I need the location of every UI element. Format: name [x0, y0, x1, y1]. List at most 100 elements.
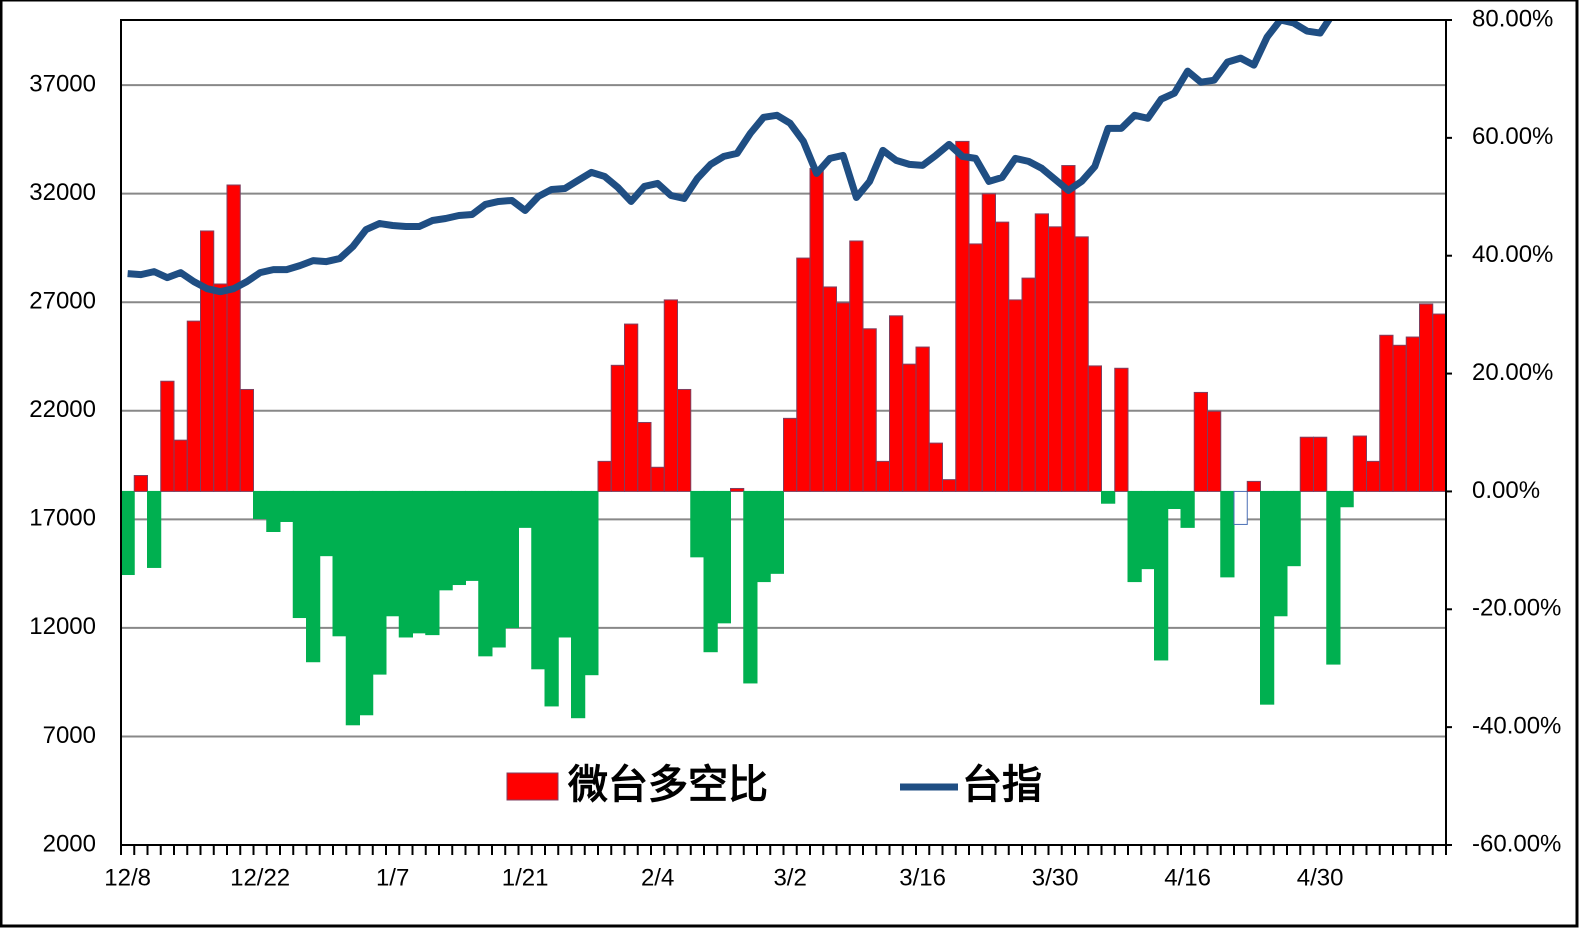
bar — [504, 490, 519, 629]
bar — [306, 490, 321, 663]
x-tick-label: 2/4 — [641, 864, 674, 891]
bar — [1432, 313, 1447, 492]
bar — [1114, 367, 1129, 492]
bar — [716, 490, 731, 624]
bar — [226, 184, 241, 492]
y2-tick-label: -60.00% — [1472, 830, 1561, 857]
legend-label: 微台多空比 — [567, 762, 768, 808]
y-tick-label: 32000 — [29, 179, 96, 206]
bar — [1127, 490, 1142, 583]
bar — [1021, 277, 1036, 492]
bar — [557, 490, 572, 638]
bar — [332, 490, 347, 637]
bar — [597, 460, 612, 492]
bar — [1419, 303, 1434, 492]
bar — [915, 346, 930, 492]
bar — [1061, 165, 1076, 492]
bar — [1326, 490, 1341, 665]
x-tick-label: 4/16 — [1164, 864, 1211, 891]
bar — [677, 388, 692, 492]
y2-tick-label: 40.00% — [1472, 241, 1553, 268]
legend-label: 台指 — [962, 762, 1042, 808]
bar — [809, 168, 824, 492]
bar — [253, 490, 268, 520]
bar — [1273, 490, 1288, 617]
bar — [928, 442, 943, 492]
bar — [875, 460, 890, 492]
bar — [836, 302, 851, 492]
bar — [531, 490, 546, 670]
bar — [796, 257, 811, 492]
bar — [822, 286, 837, 492]
bar — [756, 490, 771, 583]
bar — [279, 490, 294, 522]
bar — [1180, 490, 1195, 528]
x-tick-label: 12/8 — [104, 864, 151, 891]
bar — [650, 466, 665, 492]
bar — [359, 490, 374, 716]
bar — [769, 490, 784, 574]
bar — [584, 490, 599, 676]
bar — [1352, 435, 1367, 492]
y2-tick-label: 80.00% — [1472, 5, 1553, 32]
line — [127, 20, 1333, 296]
bar — [1008, 299, 1023, 492]
y2-tick-label: 0.00% — [1472, 477, 1540, 504]
x-tick-label: 1/21 — [502, 864, 549, 891]
bar — [173, 439, 188, 492]
bar — [200, 230, 215, 492]
bar — [637, 421, 652, 492]
bar — [239, 388, 254, 492]
bar — [1167, 490, 1182, 510]
bar — [186, 320, 201, 492]
bar — [849, 240, 864, 492]
bar — [160, 380, 175, 492]
bar — [1193, 391, 1208, 492]
bar — [610, 364, 625, 492]
bar — [1339, 490, 1354, 508]
bar — [968, 243, 983, 492]
bar — [438, 490, 453, 591]
x-tick-label: 3/16 — [899, 864, 946, 891]
y2-tick-label: 60.00% — [1472, 123, 1553, 150]
bar — [743, 490, 758, 684]
bar — [995, 221, 1010, 492]
bar — [1207, 410, 1222, 492]
bar — [412, 490, 427, 634]
bar — [571, 490, 586, 719]
bar — [451, 490, 466, 586]
legend-swatch — [506, 772, 559, 801]
bar — [385, 490, 400, 617]
bar — [544, 490, 559, 707]
bar — [624, 323, 639, 492]
bar — [1405, 336, 1420, 492]
y-tick-label: 22000 — [29, 396, 96, 423]
bar — [345, 490, 360, 726]
bar — [1286, 490, 1301, 567]
bar — [147, 490, 162, 568]
bar — [491, 490, 506, 648]
x-tick-label: 1/7 — [376, 864, 409, 891]
y2-tick-label: 20.00% — [1472, 359, 1553, 386]
bar — [1048, 226, 1063, 492]
bar — [862, 328, 877, 492]
bar — [703, 490, 718, 653]
bar — [942, 479, 957, 492]
y-tick-label: 37000 — [29, 70, 96, 97]
bar — [1034, 213, 1049, 492]
bar — [1154, 490, 1169, 661]
bar — [120, 490, 135, 576]
y-tick-label: 12000 — [29, 613, 96, 640]
bar — [783, 417, 798, 492]
bar — [398, 490, 413, 638]
bar — [1366, 460, 1381, 492]
bar — [663, 299, 678, 492]
bar — [1392, 344, 1407, 492]
y-tick-label: 2000 — [43, 830, 96, 857]
bar — [518, 490, 533, 528]
bar — [902, 363, 917, 492]
bar — [1299, 436, 1314, 492]
y-tick-label: 27000 — [29, 288, 96, 315]
bar — [1140, 490, 1155, 570]
